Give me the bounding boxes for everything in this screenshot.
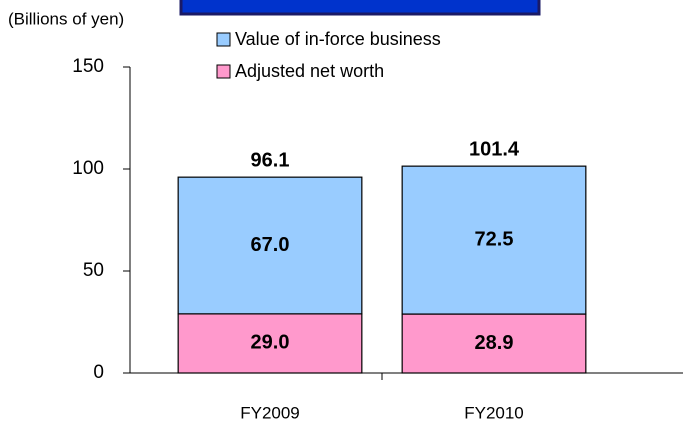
total-label: 101.4 — [469, 138, 520, 160]
value-label: 29.0 — [251, 332, 290, 354]
bar-segment — [401, 165, 587, 315]
legend-swatch — [216, 64, 231, 79]
header-band — [179, 0, 541, 16]
legend-label: Adjusted net worth — [235, 61, 384, 81]
y-tick-label: 50 — [83, 260, 104, 281]
y-tick-label: 100 — [72, 158, 104, 179]
x-tick-label: FY2009 — [240, 403, 300, 422]
legend-label: Value of in-force business — [235, 29, 441, 49]
legend-swatch — [216, 32, 231, 47]
bar-segment — [401, 313, 587, 374]
y-axis-label: (Billions of yen) — [8, 9, 124, 28]
value-label: 67.0 — [251, 234, 290, 256]
value-label: 72.5 — [475, 228, 514, 250]
value-label: 28.9 — [475, 332, 514, 354]
x-tick-label: FY2010 — [464, 403, 524, 422]
bar-segment — [177, 313, 363, 374]
total-label: 96.1 — [251, 149, 290, 171]
bar-segment — [177, 176, 363, 315]
y-tick-label: 0 — [93, 362, 104, 383]
y-tick-label: 150 — [72, 56, 104, 77]
